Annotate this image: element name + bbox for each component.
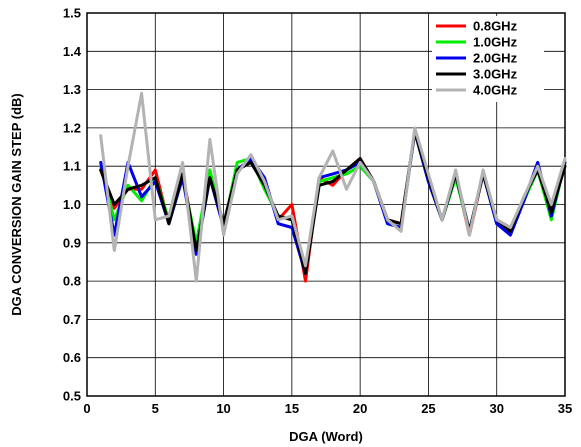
x-tick-label: 15 (285, 401, 299, 416)
x-tick-label: 20 (353, 401, 367, 416)
y-tick-label: 1.5 (63, 6, 81, 21)
x-tick-label: 25 (421, 401, 435, 416)
y-tick-label: 0.7 (63, 312, 81, 327)
legend-label: 4.0GHz (473, 83, 518, 98)
legend-label: 1.0GHz (473, 35, 518, 50)
x-tick-label: 35 (558, 401, 572, 416)
plot-frame (86, 12, 566, 397)
x-tick-label: 10 (216, 401, 230, 416)
x-tick-label: 30 (489, 401, 503, 416)
x-tick-label: 5 (152, 401, 159, 416)
y-tick-label: 0.8 (63, 274, 81, 289)
x-tick-labels: 0 5 10 15 20 25 30 35 (83, 401, 572, 416)
y-tick-label: 1.0 (63, 197, 81, 212)
y-tick-label: 0.9 (63, 235, 81, 250)
legend-label: 3.0GHz (473, 67, 518, 82)
x-axis-label: DGA (Word) (289, 429, 363, 444)
series-lines (99, 91, 567, 283)
y-tick-label: 0.5 (63, 389, 81, 404)
x-tick-label: 0 (83, 401, 90, 416)
legend-label: 2.0GHz (473, 51, 518, 66)
y-tick-label: 1.4 (63, 44, 82, 59)
series-line-4 (99, 91, 567, 283)
y-tick-label: 1.2 (63, 120, 81, 135)
legend-label: 0.8GHz (473, 19, 518, 34)
y-tick-label: 0.6 (63, 350, 81, 365)
y-tick-label: 1.1 (63, 159, 81, 174)
y-axis-label: DGA CONVERSION GAIN STEP (dB) (9, 93, 24, 315)
y-tick-labels: 0.5 0.6 0.7 0.8 0.9 1.0 1.1 1.2 1.3 1.4 1.5 (63, 6, 82, 404)
y-tick-label: 1.3 (63, 82, 81, 97)
